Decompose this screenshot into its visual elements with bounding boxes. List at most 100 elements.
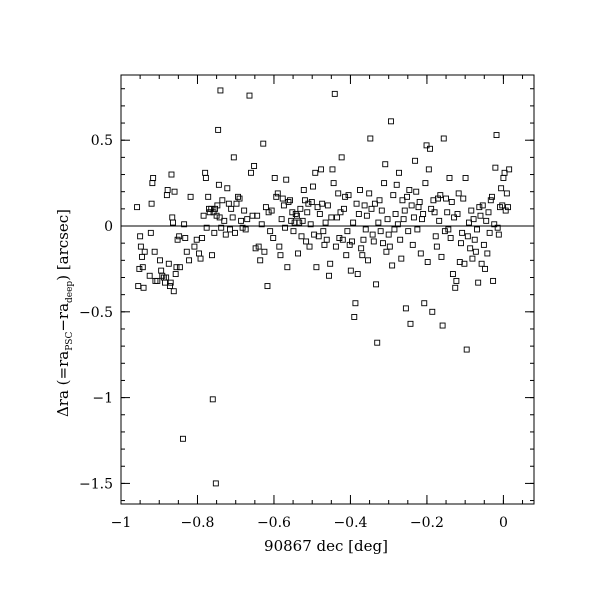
y-tick-label: −1	[92, 391, 113, 407]
data-point	[506, 166, 513, 173]
data-point	[219, 197, 226, 204]
data-point	[385, 231, 392, 238]
data-point	[200, 212, 207, 219]
data-point	[468, 207, 475, 214]
data-point	[248, 169, 254, 176]
data-point	[391, 226, 398, 233]
data-point	[306, 243, 313, 250]
data-point	[399, 197, 406, 204]
data-point	[215, 126, 222, 133]
data-point	[303, 238, 310, 245]
data-point	[425, 166, 432, 173]
data-point	[216, 214, 223, 221]
data-point	[221, 217, 228, 224]
data-point	[233, 200, 240, 207]
data-point	[181, 221, 188, 228]
data-point	[191, 243, 198, 250]
data-point	[407, 320, 414, 327]
data-point	[182, 235, 189, 241]
data-point	[344, 228, 351, 235]
data-point	[374, 339, 381, 346]
data-point	[454, 211, 461, 217]
data-point	[412, 157, 419, 164]
data-point	[241, 207, 248, 214]
data-point	[360, 236, 367, 243]
data-point	[479, 202, 486, 209]
data-point	[307, 221, 314, 228]
data-point	[409, 241, 416, 248]
data-point	[491, 221, 498, 228]
data-point	[326, 272, 332, 279]
data-point	[270, 235, 277, 241]
x-axis-label: 90867 dec [deg]	[264, 537, 388, 555]
data-point	[499, 202, 506, 209]
data-point	[449, 271, 456, 278]
data-point	[351, 314, 358, 320]
data-point	[436, 217, 443, 224]
axis-ticks	[120, 75, 534, 504]
data-point	[429, 308, 436, 315]
data-point	[455, 190, 462, 197]
data-point	[235, 193, 241, 200]
data-point	[447, 235, 454, 241]
data-point	[232, 229, 238, 236]
data-point	[228, 205, 235, 212]
data-point	[179, 435, 186, 442]
data-point	[462, 175, 469, 181]
data-point	[377, 228, 384, 235]
data-point	[290, 228, 297, 235]
data-point	[330, 180, 337, 187]
data-point	[305, 200, 312, 207]
data-point	[432, 233, 439, 240]
x-tick-label: −0.4	[333, 515, 367, 531]
data-point	[461, 260, 468, 267]
data-point	[274, 190, 281, 197]
data-point	[466, 219, 472, 226]
data-point	[453, 277, 460, 284]
data-point	[257, 257, 264, 264]
data-point	[459, 229, 466, 236]
data-point	[203, 224, 210, 231]
data-point	[187, 193, 194, 200]
data-point	[197, 255, 204, 262]
data-point	[323, 236, 330, 243]
data-point	[211, 229, 218, 236]
data-point	[165, 260, 172, 267]
data-point	[490, 277, 497, 284]
y-axis-label-prefix: Δra (=ra	[54, 351, 72, 417]
data-point	[314, 204, 321, 211]
data-point	[335, 190, 342, 197]
data-point	[322, 219, 329, 226]
data-point	[439, 322, 446, 329]
data-point	[448, 199, 455, 205]
data-point	[218, 224, 225, 231]
data-point	[471, 236, 478, 243]
data-point	[316, 211, 323, 217]
data-point	[172, 271, 179, 278]
data-point	[370, 238, 377, 245]
data-point	[361, 202, 368, 209]
data-point	[486, 229, 493, 236]
data-point	[451, 214, 458, 221]
data-point	[343, 252, 350, 259]
data-point	[147, 229, 154, 236]
data-point	[329, 166, 336, 173]
data-point	[170, 219, 176, 226]
data-point	[482, 265, 489, 272]
data-point	[209, 252, 215, 259]
data-point	[488, 193, 495, 200]
data-point	[402, 305, 409, 312]
data-point	[139, 264, 146, 271]
x-tick-label: −0.8	[180, 515, 214, 531]
data-point	[373, 281, 380, 288]
data-point	[276, 243, 283, 250]
data-point	[310, 183, 316, 190]
data-point	[431, 209, 438, 216]
data-point	[137, 233, 144, 240]
data-point	[224, 185, 231, 192]
data-point	[487, 197, 494, 204]
data-point	[393, 181, 400, 188]
data-point	[293, 212, 300, 219]
